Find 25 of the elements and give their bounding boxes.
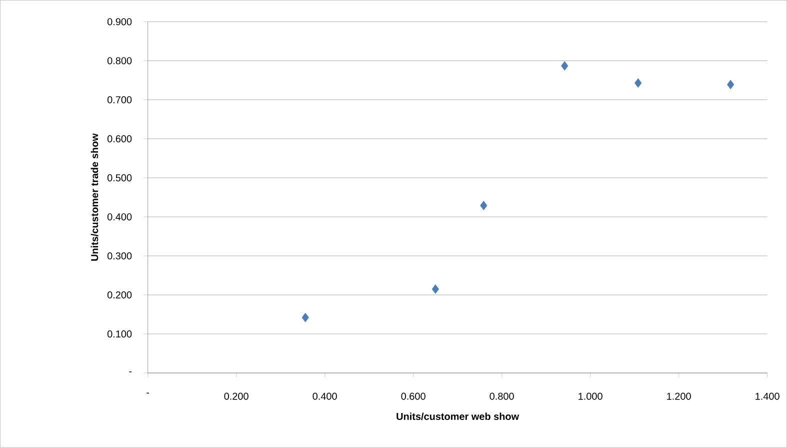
point (302, 312, 309, 322)
y-tick-label: 0.900 (107, 18, 132, 26)
y-tick-label: 0.600 (107, 135, 132, 142)
x-tick-label: 1.400 (756, 392, 780, 400)
y-tick-label: 0.500 (107, 174, 132, 182)
point (634, 78, 642, 88)
x-tick-label: 1.000 (578, 392, 602, 400)
x-tick-label: 1.200 (667, 392, 691, 400)
x-tick-label: 0.800 (490, 392, 514, 400)
point (432, 284, 440, 294)
y-tick-label: 0.300 (107, 252, 132, 260)
y-tick-label: 0.200 (107, 292, 132, 299)
y-tick-label: 0.700 (107, 96, 132, 104)
y-tick-label: 0.400 (107, 213, 132, 221)
y-axis-title: Units/customer trade show (90, 133, 98, 261)
x-tick-label: 0.600 (401, 392, 426, 400)
y-tick-label: 0.800 (107, 57, 132, 64)
x-tick-label: 0.400 (312, 392, 337, 400)
x-tick-label: - (146, 392, 150, 394)
x-tick-label: 0.200 (224, 392, 248, 400)
x-axis-title: Units/customer web show (396, 412, 520, 420)
point (561, 61, 568, 71)
y-tick-label: 0.100 (107, 330, 132, 338)
point (726, 80, 734, 90)
point (480, 200, 488, 210)
